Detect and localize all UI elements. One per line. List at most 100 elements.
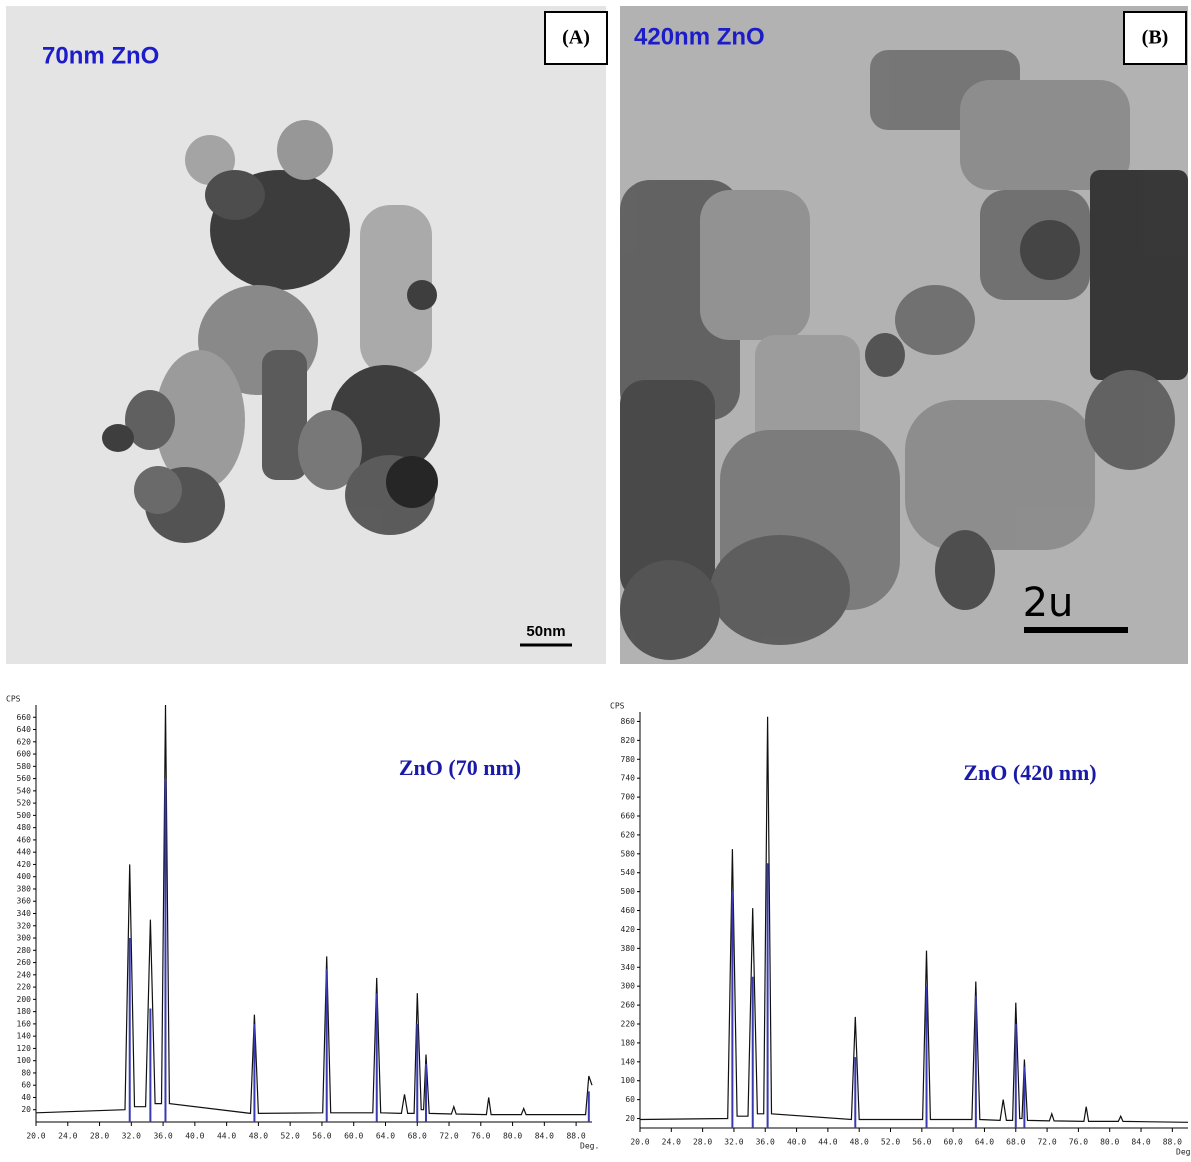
y-tick-label: 620 xyxy=(621,830,636,839)
y-tick-label: 500 xyxy=(17,811,32,820)
image-label: 70nm ZnO xyxy=(42,42,159,69)
y-tick-label: 100 xyxy=(17,1056,32,1065)
y-tick-label: 240 xyxy=(17,970,32,979)
x-tick-label: 60.0 xyxy=(344,1132,363,1141)
x-axis-label: Deg. xyxy=(1176,1148,1191,1157)
y-tick-label: 260 xyxy=(621,1001,636,1010)
y-tick-label: 420 xyxy=(17,860,32,869)
y-tick-label: 540 xyxy=(17,786,32,795)
y-tick-label: 740 xyxy=(621,774,636,783)
y-tick-label: 660 xyxy=(17,713,32,722)
x-tick-label: 88.0 xyxy=(1163,1138,1182,1147)
x-tick-label: 44.0 xyxy=(818,1138,837,1147)
y-tick-label: 60 xyxy=(625,1095,635,1104)
y-tick-label: 300 xyxy=(621,982,636,991)
x-tick-label: 64.0 xyxy=(975,1138,994,1147)
y-tick-label: 220 xyxy=(17,983,32,992)
x-tick-label: 72.0 xyxy=(1037,1138,1056,1147)
y-tick-label: 140 xyxy=(621,1057,636,1066)
x-tick-label: 84.0 xyxy=(535,1132,554,1141)
scale-label: 2u xyxy=(1023,580,1074,626)
x-tick-label: 76.0 xyxy=(1069,1138,1088,1147)
y-tick-label: 100 xyxy=(621,1076,636,1085)
y-tick-label: 500 xyxy=(621,887,636,896)
y-tick-label: 60 xyxy=(21,1081,31,1090)
x-tick-label: 40.0 xyxy=(185,1132,204,1141)
y-tick-label: 20 xyxy=(21,1105,31,1114)
x-tick-label: 24.0 xyxy=(662,1138,681,1147)
x-tick-label: 52.0 xyxy=(281,1132,300,1141)
x-tick-label: 68.0 xyxy=(408,1132,427,1141)
x-tick-label: 48.0 xyxy=(249,1132,268,1141)
y-tick-label: 600 xyxy=(17,750,32,759)
panel-label: (A) xyxy=(562,27,590,49)
x-tick-label: 36.0 xyxy=(153,1132,172,1141)
x-tick-label: 40.0 xyxy=(787,1138,806,1147)
y-tick-label: 440 xyxy=(17,848,32,857)
x-tick-label: 28.0 xyxy=(90,1132,109,1141)
x-tick-label: 60.0 xyxy=(944,1138,963,1147)
x-tick-label: 20.0 xyxy=(630,1138,649,1147)
y-tick-label: 80 xyxy=(21,1068,31,1077)
x-tick-label: 48.0 xyxy=(850,1138,869,1147)
y-tick-label: 380 xyxy=(17,884,32,893)
x-tick-label: 72.0 xyxy=(439,1132,458,1141)
y-tick-label: 20 xyxy=(625,1114,635,1123)
y-tick-label: 380 xyxy=(621,944,636,953)
y-tick-label: 340 xyxy=(621,963,636,972)
x-tick-label: 52.0 xyxy=(881,1138,900,1147)
x-tick-label: 80.0 xyxy=(1100,1138,1119,1147)
y-tick-label: 580 xyxy=(17,762,32,771)
charts: ZnO (70 nm)CPSDeg.2040608010012014016018… xyxy=(6,695,1191,1157)
scale-label: 50nm xyxy=(526,623,565,640)
x-tick-label: 32.0 xyxy=(122,1132,141,1141)
y-tick-label: 480 xyxy=(17,823,32,832)
y-tick-label: 620 xyxy=(17,737,32,746)
annotation: ZnO (420 nm) xyxy=(963,760,1096,785)
y-tick-label: 460 xyxy=(621,906,636,915)
y-tick-label: 180 xyxy=(17,1007,32,1016)
x-tick-label: 76.0 xyxy=(471,1132,490,1141)
x-tick-label: 68.0 xyxy=(1006,1138,1025,1147)
y-tick-label: 40 xyxy=(21,1093,31,1102)
y-tick-label: 460 xyxy=(17,835,32,844)
y-tick-label: 560 xyxy=(17,774,32,783)
y-tick-label: 300 xyxy=(17,934,32,943)
y-tick-label: 360 xyxy=(17,897,32,906)
panel-label: (B) xyxy=(1142,27,1169,49)
y-tick-label: 340 xyxy=(17,909,32,918)
x-tick-label: 88.0 xyxy=(566,1132,585,1141)
x-tick-label: 64.0 xyxy=(376,1132,395,1141)
x-tick-label: 24.0 xyxy=(58,1132,77,1141)
y-tick-label: 260 xyxy=(17,958,32,967)
image-label: 420nm ZnO xyxy=(634,23,765,50)
y-tick-label: 280 xyxy=(17,946,32,955)
x-tick-label: 36.0 xyxy=(756,1138,775,1147)
y-tick-label: 860 xyxy=(621,717,636,726)
y-tick-label: 700 xyxy=(621,793,636,802)
x-tick-label: 80.0 xyxy=(503,1132,522,1141)
y-tick-label: 180 xyxy=(621,1038,636,1047)
y-tick-label: 520 xyxy=(17,799,32,808)
x-tick-label: 56.0 xyxy=(312,1132,331,1141)
y-axis-label: CPS xyxy=(610,702,625,711)
x-tick-label: 28.0 xyxy=(693,1138,712,1147)
y-tick-label: 140 xyxy=(17,1032,32,1041)
y-tick-label: 580 xyxy=(621,849,636,858)
y-tick-label: 820 xyxy=(621,736,636,745)
y-tick-label: 420 xyxy=(621,925,636,934)
figure: 70nm ZnO (A) 50nm 420nm ZnO (B) 2u ZnO (… xyxy=(0,0,1191,1157)
y-tick-label: 400 xyxy=(17,872,32,881)
x-tick-label: 20.0 xyxy=(26,1132,45,1141)
x-tick-label: 32.0 xyxy=(724,1138,743,1147)
x-axis-label: Deg. xyxy=(580,1142,599,1151)
x-tick-label: 84.0 xyxy=(1131,1138,1150,1147)
y-tick-label: 540 xyxy=(621,868,636,877)
y-tick-label: 200 xyxy=(17,995,32,1004)
annotation: ZnO (70 nm) xyxy=(399,755,521,780)
y-tick-label: 640 xyxy=(17,725,32,734)
x-tick-label: 56.0 xyxy=(912,1138,931,1147)
y-tick-label: 120 xyxy=(17,1044,32,1053)
x-tick-label: 44.0 xyxy=(217,1132,236,1141)
y-tick-label: 220 xyxy=(621,1020,636,1029)
